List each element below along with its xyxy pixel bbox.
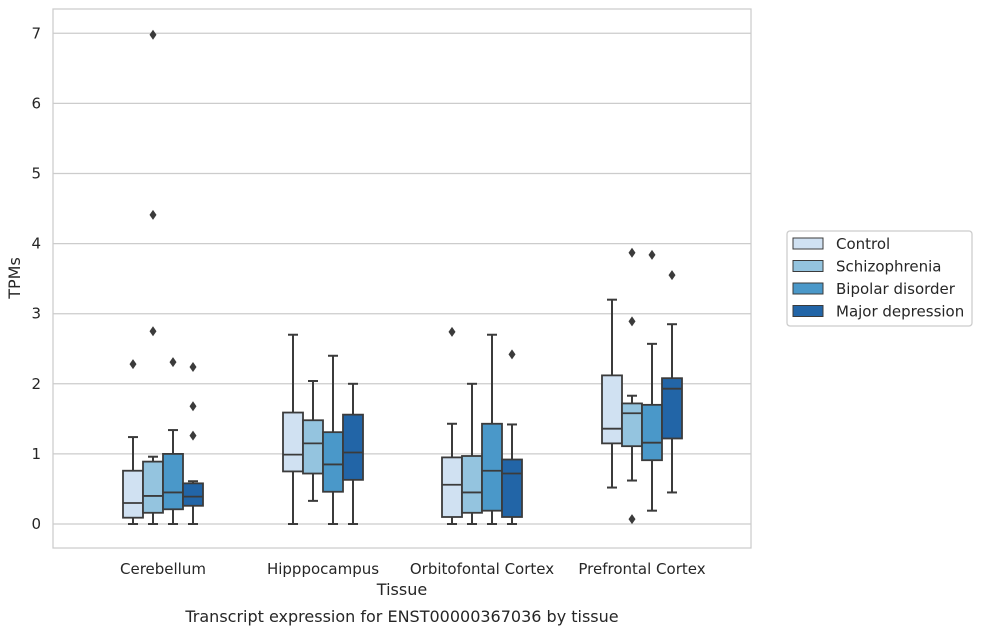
legend-label: Bipolar disorder xyxy=(836,280,956,298)
legend-label: Major depression xyxy=(836,303,964,321)
outlier-point xyxy=(628,316,636,327)
x-axis-label: Tissue xyxy=(376,580,427,599)
legend-swatch xyxy=(792,305,824,317)
box-group xyxy=(461,382,483,525)
outlier-point xyxy=(189,430,197,441)
x-tick-label: Cerebellum xyxy=(120,560,206,578)
legend: Control Schizophrenia Bipolar disorder Majo… xyxy=(786,230,973,327)
box-group xyxy=(282,333,304,525)
plot-frame xyxy=(52,8,752,549)
y-tick-label: 3 xyxy=(31,305,41,323)
box xyxy=(621,402,643,448)
y-axis-label: TPMs xyxy=(5,257,24,300)
box xyxy=(501,458,523,518)
y-tick-label: 7 xyxy=(31,24,41,42)
box-group xyxy=(182,361,204,525)
box xyxy=(142,460,164,514)
y-tick-label: 1 xyxy=(31,445,41,463)
box xyxy=(441,456,463,518)
y-tick-label: 4 xyxy=(31,235,41,253)
outlier-point xyxy=(448,326,456,337)
outlier-point xyxy=(129,359,137,370)
box-group xyxy=(481,333,503,525)
x-tick-labels: Cerebellum Hipppocampus Orbitofontal Corte… xyxy=(120,560,706,578)
y-tick-label: 0 xyxy=(31,515,41,533)
legend-swatch xyxy=(792,260,824,272)
x-tick-label: Prefrontal Cortex xyxy=(578,560,705,578)
box xyxy=(342,413,364,481)
y-tick-label: 5 xyxy=(31,165,41,183)
legend-frame xyxy=(786,230,973,327)
legend-label: Control xyxy=(836,235,890,253)
outlier-point xyxy=(628,514,636,525)
legend-swatch xyxy=(792,282,824,295)
box xyxy=(302,419,324,475)
box-group xyxy=(162,357,184,525)
outlier-point xyxy=(628,247,636,258)
box-group xyxy=(322,354,344,525)
legend-label: Schizophrenia xyxy=(836,258,941,276)
outlier-point xyxy=(648,249,656,260)
box xyxy=(282,411,304,473)
box-group xyxy=(342,382,364,525)
box-group xyxy=(302,379,324,502)
box xyxy=(122,469,144,519)
box xyxy=(461,455,483,514)
box xyxy=(661,377,683,440)
y-tick-labels: 0 1 2 3 4 5 6 7 xyxy=(31,24,41,533)
box-group xyxy=(621,247,643,525)
box xyxy=(182,482,204,507)
box-group xyxy=(501,349,523,525)
y-tick-label: 6 xyxy=(31,94,41,112)
box-group xyxy=(122,359,144,525)
outlier-point xyxy=(189,401,197,412)
box xyxy=(601,374,623,445)
outlier-point xyxy=(668,270,676,281)
box xyxy=(641,403,663,462)
outlier-point xyxy=(169,357,177,368)
outlier-point xyxy=(149,29,157,40)
x-tick-label: Orbitofontal Cortex xyxy=(410,560,554,578)
outlier-point xyxy=(508,349,516,360)
box xyxy=(481,422,503,512)
box-group xyxy=(661,270,683,494)
box-group xyxy=(641,249,663,512)
chart-caption: Transcript expression for ENST0000036703… xyxy=(184,607,618,626)
outlier-point xyxy=(189,361,197,372)
x-tick-label: Hipppocampus xyxy=(267,560,379,578)
box xyxy=(322,431,344,493)
box-plots xyxy=(122,29,683,525)
legend-swatch xyxy=(792,237,824,250)
box-group xyxy=(601,298,623,489)
box xyxy=(162,452,184,511)
box-group xyxy=(441,326,463,525)
outlier-point xyxy=(149,209,157,220)
outlier-point xyxy=(149,326,157,337)
y-tick-label: 2 xyxy=(31,375,41,393)
